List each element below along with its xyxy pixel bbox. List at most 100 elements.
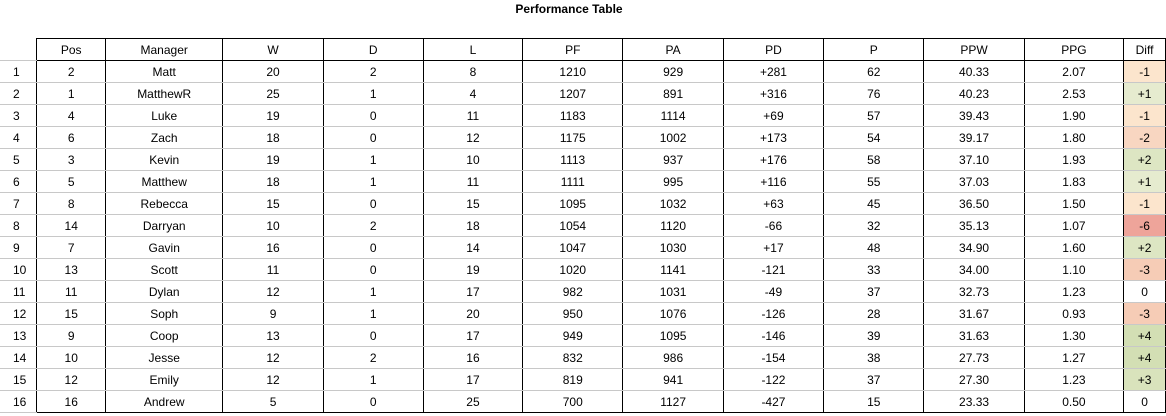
cell-pd[interactable]: -146: [722, 324, 825, 347]
cell-manager[interactable]: Zach: [104, 126, 224, 149]
cell-pf[interactable]: 1111: [522, 170, 624, 193]
column-header-d[interactable]: D: [322, 38, 424, 61]
cell-diff[interactable]: -6: [1123, 214, 1166, 237]
cell-p[interactable]: 38: [823, 346, 925, 369]
cell-w[interactable]: 12: [222, 346, 324, 369]
cell-p[interactable]: 37: [823, 368, 925, 391]
cell-pf[interactable]: 1210: [522, 60, 624, 83]
cell-ppg[interactable]: 1.07: [1023, 214, 1125, 237]
cell-ppg[interactable]: 1.27: [1023, 346, 1125, 369]
cell-pos[interactable]: 3: [36, 148, 106, 171]
cell-ppg[interactable]: 1.23: [1023, 368, 1125, 391]
cell-pos[interactable]: 10: [36, 346, 106, 369]
cell-w[interactable]: 15: [222, 192, 324, 215]
cell-d[interactable]: 1: [322, 368, 424, 391]
cell-pf[interactable]: 950: [522, 302, 624, 325]
cell-l[interactable]: 14: [422, 236, 524, 259]
cell-pos[interactable]: 7: [36, 236, 106, 259]
row-number[interactable]: 14: [0, 346, 38, 369]
cell-p[interactable]: 28: [823, 302, 925, 325]
cell-ppw[interactable]: 37.03: [923, 170, 1025, 193]
cell-ppw[interactable]: 34.00: [923, 258, 1025, 281]
cell-w[interactable]: 13: [222, 324, 324, 347]
cell-diff[interactable]: +3: [1123, 368, 1166, 391]
cell-ppw[interactable]: 23.33: [923, 390, 1025, 413]
cell-w[interactable]: 9: [222, 302, 324, 325]
cell-pa[interactable]: 1114: [622, 104, 724, 127]
cell-pa[interactable]: 1141: [622, 258, 724, 281]
cell-pd[interactable]: +63: [722, 192, 825, 215]
cell-ppg[interactable]: 1.23: [1023, 280, 1125, 303]
cell-pd[interactable]: -121: [722, 258, 825, 281]
row-number[interactable]: 1: [0, 60, 38, 83]
cell-d[interactable]: 1: [322, 302, 424, 325]
row-number[interactable]: 16: [0, 390, 38, 413]
cell-p[interactable]: 45: [823, 192, 925, 215]
cell-diff[interactable]: +1: [1123, 82, 1166, 105]
cell-pf[interactable]: 1183: [522, 104, 624, 127]
cell-ppw[interactable]: 40.23: [923, 82, 1025, 105]
cell-l[interactable]: 18: [422, 214, 524, 237]
row-number[interactable]: 8: [0, 214, 38, 237]
cell-pd[interactable]: -122: [722, 368, 825, 391]
cell-pos[interactable]: 4: [36, 104, 106, 127]
cell-pd[interactable]: -49: [722, 280, 825, 303]
column-header-p[interactable]: P: [823, 38, 925, 61]
cell-pf[interactable]: 1175: [522, 126, 624, 149]
row-number[interactable]: 9: [0, 236, 38, 259]
cell-d[interactable]: 0: [322, 126, 424, 149]
cell-ppw[interactable]: 31.67: [923, 302, 1025, 325]
cell-diff[interactable]: -3: [1123, 302, 1166, 325]
cell-ppw[interactable]: 27.30: [923, 368, 1025, 391]
cell-manager[interactable]: Jesse: [104, 346, 224, 369]
cell-l[interactable]: 16: [422, 346, 524, 369]
row-number[interactable]: 12: [0, 302, 38, 325]
cell-pa[interactable]: 1127: [622, 390, 724, 413]
cell-manager[interactable]: Darryan: [104, 214, 224, 237]
cell-d[interactable]: 1: [322, 280, 424, 303]
cell-w[interactable]: 16: [222, 236, 324, 259]
cell-ppg[interactable]: 1.90: [1023, 104, 1125, 127]
cell-diff[interactable]: 0: [1123, 390, 1166, 413]
cell-manager[interactable]: Gavin: [104, 236, 224, 259]
cell-pd[interactable]: +69: [722, 104, 825, 127]
cell-w[interactable]: 18: [222, 170, 324, 193]
cell-pos[interactable]: 2: [36, 60, 106, 83]
cell-pd[interactable]: +281: [722, 60, 825, 83]
cell-w[interactable]: 5: [222, 390, 324, 413]
row-number[interactable]: 4: [0, 126, 38, 149]
cell-manager[interactable]: Kevin: [104, 148, 224, 171]
cell-diff[interactable]: 0: [1123, 280, 1166, 303]
column-header-manager[interactable]: Manager: [104, 38, 224, 61]
cell-p[interactable]: 39: [823, 324, 925, 347]
cell-pa[interactable]: 1095: [622, 324, 724, 347]
cell-l[interactable]: 15: [422, 192, 524, 215]
cell-pa[interactable]: 1032: [622, 192, 724, 215]
cell-l[interactable]: 17: [422, 280, 524, 303]
cell-diff[interactable]: +1: [1123, 170, 1166, 193]
cell-d[interactable]: 0: [322, 104, 424, 127]
cell-w[interactable]: 18: [222, 126, 324, 149]
column-header-pa[interactable]: PA: [622, 38, 724, 61]
cell-l[interactable]: 19: [422, 258, 524, 281]
cell-l[interactable]: 25: [422, 390, 524, 413]
cell-l[interactable]: 12: [422, 126, 524, 149]
cell-ppg[interactable]: 1.60: [1023, 236, 1125, 259]
cell-pos[interactable]: 13: [36, 258, 106, 281]
cell-pos[interactable]: 9: [36, 324, 106, 347]
cell-pf[interactable]: 982: [522, 280, 624, 303]
cell-pd[interactable]: +176: [722, 148, 825, 171]
cell-ppg[interactable]: 1.93: [1023, 148, 1125, 171]
cell-pa[interactable]: 891: [622, 82, 724, 105]
cell-p[interactable]: 37: [823, 280, 925, 303]
cell-w[interactable]: 10: [222, 214, 324, 237]
cell-diff[interactable]: +2: [1123, 148, 1166, 171]
cell-d[interactable]: 0: [322, 258, 424, 281]
column-header-ppw[interactable]: PPW: [923, 38, 1025, 61]
cell-manager[interactable]: Soph: [104, 302, 224, 325]
cell-ppg[interactable]: 0.50: [1023, 390, 1125, 413]
cell-ppg[interactable]: 1.10: [1023, 258, 1125, 281]
cell-d[interactable]: 2: [322, 214, 424, 237]
cell-p[interactable]: 62: [823, 60, 925, 83]
cell-ppw[interactable]: 35.13: [923, 214, 1025, 237]
